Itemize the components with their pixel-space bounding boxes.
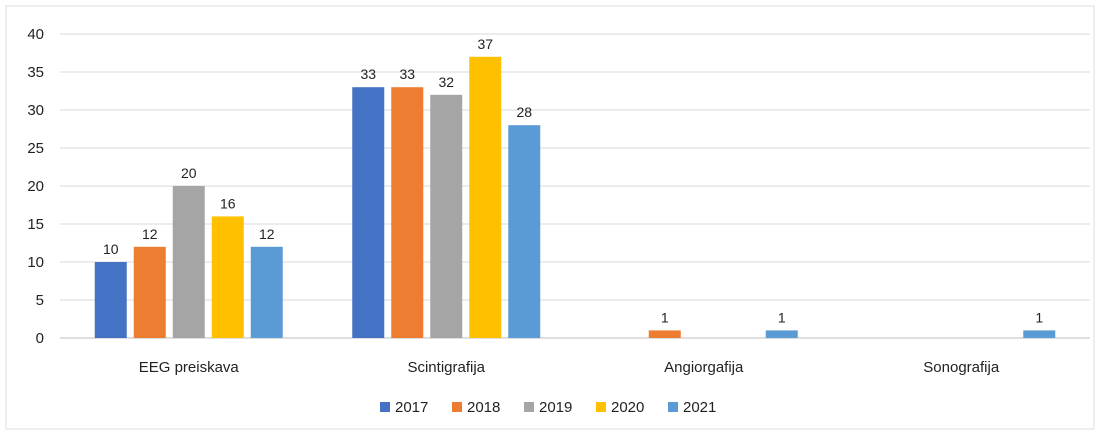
- legend-swatch: [452, 402, 462, 412]
- bar-2018-0: [133, 246, 166, 338]
- data-label: 1: [661, 309, 669, 325]
- data-label: 1: [1035, 309, 1043, 325]
- bar-2021-3: [1023, 330, 1056, 338]
- y-tick-label: 15: [27, 216, 44, 233]
- bar-2020-1: [469, 56, 502, 339]
- category-label: Sonografija: [923, 359, 1000, 376]
- data-label: 12: [142, 226, 158, 242]
- legend-swatch: [668, 402, 678, 412]
- y-tick-label: 25: [27, 140, 44, 157]
- y-tick-label: 20: [27, 178, 44, 195]
- data-label: 33: [399, 66, 415, 82]
- legend-label: 2019: [539, 399, 572, 416]
- data-labels: 10 12 20 16 12 33 33 32 37 28 1 1 1: [103, 36, 1043, 326]
- y-tick-label: 30: [27, 102, 44, 119]
- legend-item-2018: 2018: [452, 399, 500, 416]
- bar-2017-0: [94, 262, 127, 338]
- bar-2021-1: [508, 125, 541, 338]
- bar-2020-0: [211, 216, 244, 338]
- bar-2021-2: [765, 330, 798, 338]
- bar-2019-1: [430, 94, 463, 338]
- legend: 2017 2018 2019 2020 2021: [380, 399, 716, 416]
- data-label: 32: [438, 74, 454, 90]
- legend-item-2019: 2019: [524, 399, 572, 416]
- legend-swatch: [596, 402, 606, 412]
- legend-item-2020: 2020: [596, 399, 644, 416]
- category-label: Angiorgafija: [664, 359, 744, 376]
- legend-swatch: [524, 402, 534, 412]
- data-label: 20: [181, 165, 197, 181]
- y-axis-ticks: 0 5 10 15 20 25 30 35 40: [27, 26, 44, 347]
- bar-2018-2: [648, 330, 681, 338]
- legend-swatch: [380, 402, 390, 412]
- data-label: 37: [477, 36, 493, 52]
- data-label: 12: [259, 226, 275, 242]
- y-tick-label: 5: [36, 292, 44, 309]
- legend-label: 2021: [683, 399, 716, 416]
- data-label: 28: [516, 104, 532, 120]
- legend-item-2021: 2021: [668, 399, 716, 416]
- bar-2017-1: [352, 87, 385, 338]
- y-tick-label: 0: [36, 330, 44, 347]
- data-label: 16: [220, 195, 236, 211]
- bar-2021-0: [250, 246, 283, 338]
- x-axis-categories: EEG preiskava Scintigrafija Angiorgafija So…: [139, 359, 1000, 376]
- y-tick-label: 35: [27, 64, 44, 81]
- bar-2019-0: [172, 186, 205, 338]
- data-label: 1: [778, 309, 786, 325]
- data-label: 33: [360, 66, 376, 82]
- bars: [94, 56, 1056, 339]
- category-label: Scintigrafija: [407, 359, 485, 376]
- y-tick-label: 10: [27, 254, 44, 271]
- data-label: 10: [103, 241, 119, 257]
- legend-label: 2020: [611, 399, 644, 416]
- legend-item-2017: 2017: [380, 399, 428, 416]
- legend-label: 2018: [467, 399, 500, 416]
- category-label: EEG preiskava: [139, 359, 240, 376]
- legend-label: 2017: [395, 399, 428, 416]
- y-tick-label: 40: [27, 26, 44, 43]
- bar-2018-1: [391, 87, 424, 338]
